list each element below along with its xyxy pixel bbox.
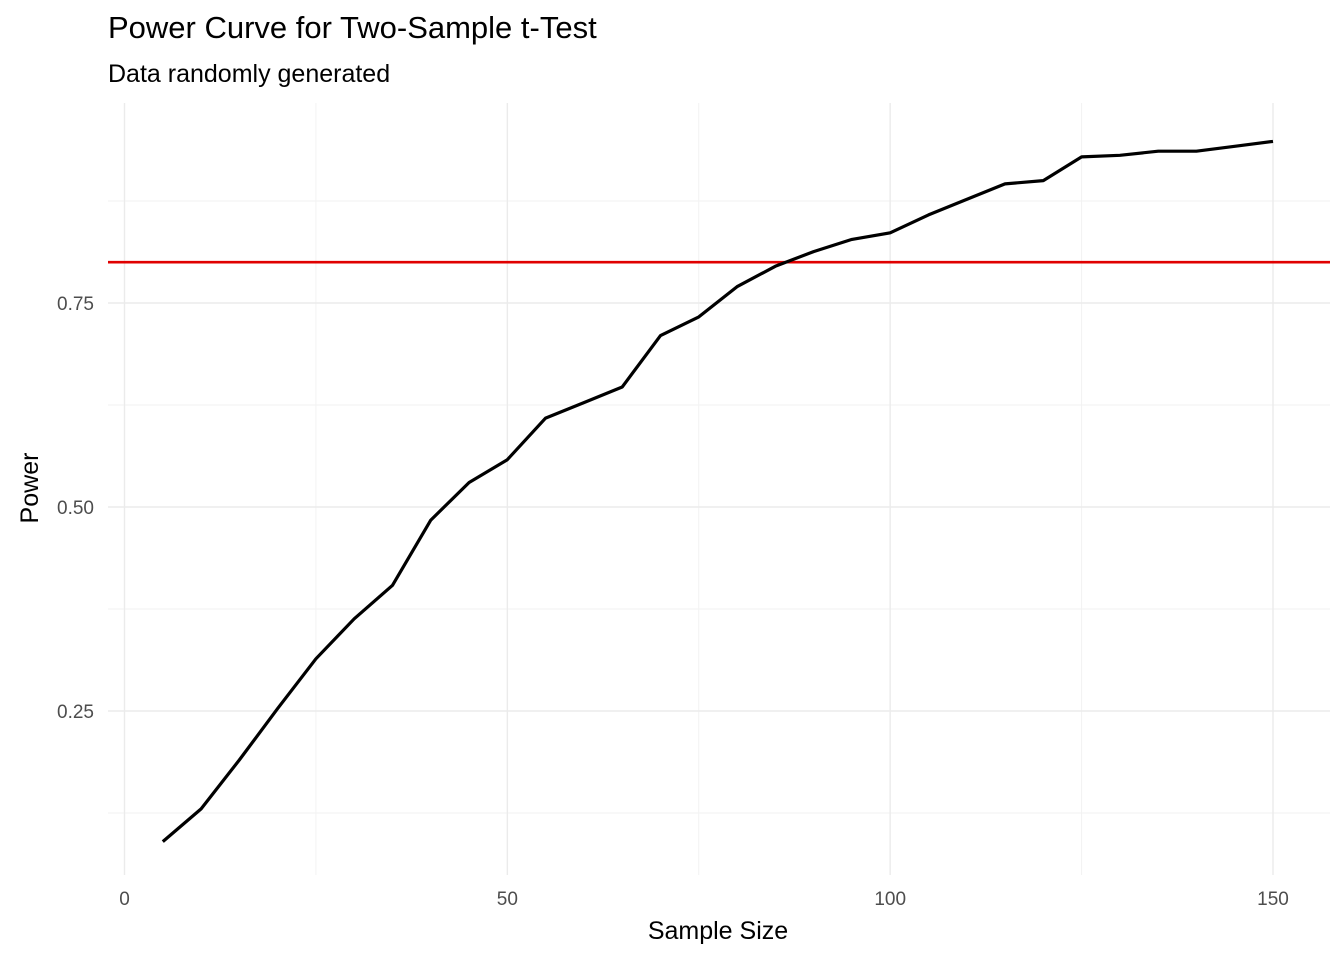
- y-tick-label: 0.25: [57, 702, 94, 723]
- minor-gridlines: [108, 103, 1330, 875]
- chart-subtitle: Data randomly generated: [108, 60, 391, 88]
- series-line: [161, 139, 1274, 843]
- y-tick-label: 0.50: [57, 498, 94, 519]
- y-axis-title: Power: [16, 453, 44, 524]
- x-tick-label: 0: [119, 889, 130, 910]
- x-tick-label: 150: [1257, 889, 1289, 910]
- series-lines: [161, 139, 1274, 843]
- x-axis-tick-labels: 0 50 100 150: [119, 889, 1289, 910]
- y-axis-tick-labels: 0.25 0.50 0.75: [57, 294, 94, 723]
- x-tick-label: 50: [497, 889, 518, 910]
- x-axis-title: Sample Size: [648, 917, 788, 945]
- y-tick-label: 0.75: [57, 294, 94, 315]
- major-gridlines: [108, 103, 1330, 875]
- x-tick-label: 100: [874, 889, 906, 910]
- chart-title: Power Curve for Two-Sample t-Test: [108, 10, 597, 45]
